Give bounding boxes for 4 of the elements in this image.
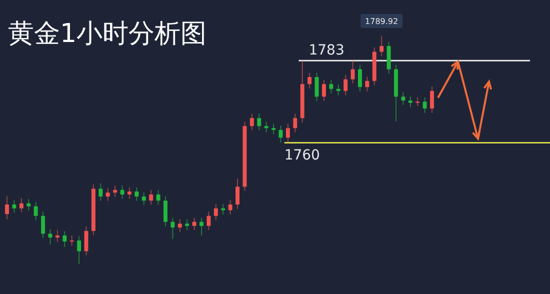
text: 1789.92 [365, 17, 398, 26]
annotation: 1760 [284, 148, 320, 164]
annotation: 1783 [308, 42, 344, 59]
chart-title: 黄金1小时分析图 [8, 19, 207, 49]
